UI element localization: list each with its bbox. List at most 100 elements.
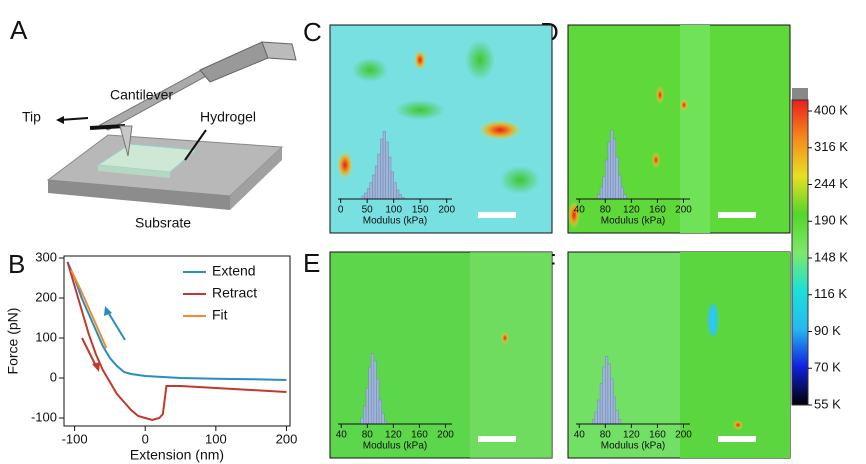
histogram-bar	[369, 182, 373, 200]
histogram-tick-label: 120	[623, 205, 640, 216]
histogram-bar	[372, 174, 376, 200]
hydrogel-label: Hydrogel	[200, 109, 256, 125]
map-blob	[395, 100, 445, 120]
series-line	[66, 261, 287, 381]
panel-letter: B	[8, 249, 25, 279]
x-tick-label: 200	[276, 431, 298, 446]
map-e	[329, 251, 553, 459]
histogram-bar	[607, 363, 611, 425]
map-blob	[652, 152, 660, 168]
colorbar-label: 70 K	[814, 360, 841, 375]
map-c	[329, 24, 553, 234]
histogram-axis-label: Modulus (kPa)	[363, 441, 427, 452]
map-band	[680, 25, 710, 233]
y-axis-label: Force (pN)	[5, 308, 21, 375]
histogram-tick-label: 40	[574, 430, 586, 441]
histogram-bar	[388, 156, 392, 200]
schematic	[46, 41, 297, 210]
x-tick-label: 0	[142, 431, 149, 446]
hydrogel-side	[98, 165, 170, 178]
histogram-bar	[368, 366, 372, 425]
map-blob	[337, 151, 353, 179]
map-f	[567, 251, 791, 459]
x-axis-label: Extension (nm)	[130, 447, 224, 463]
histogram-bar	[612, 138, 616, 200]
histogram-tick-label: 40	[574, 205, 586, 216]
histogram-bar	[599, 186, 603, 200]
colorbar	[791, 99, 809, 406]
panel-letter: E	[303, 248, 320, 278]
histogram-bar	[615, 156, 619, 200]
histogram-bar	[599, 383, 603, 425]
histogram-bar	[594, 411, 598, 425]
histogram-tick-label: 160	[649, 430, 666, 441]
map-blob	[568, 201, 580, 229]
tip-arrowhead	[56, 116, 64, 124]
cantilever-chip-end	[261, 41, 297, 61]
cantilever-chip	[199, 41, 269, 83]
x-tick-label: 100	[205, 431, 227, 446]
map-blob	[352, 58, 388, 82]
histogram-bar	[597, 194, 601, 200]
histogram-axis-label: Modulus (kPa)	[601, 216, 665, 227]
histogram-axis-label: Modulus (kPa)	[363, 216, 427, 227]
histogram-bar	[373, 360, 377, 425]
retract-arrowhead	[92, 362, 100, 372]
histogram-bar	[607, 141, 611, 200]
histogram-bar	[382, 131, 386, 200]
cantilever-edge	[89, 124, 126, 130]
histogram-bar	[376, 378, 380, 425]
scale-bar	[718, 436, 756, 442]
tip-arrow	[59, 117, 89, 121]
histogram-bar	[605, 159, 609, 200]
colorbar-label: 316 K	[814, 139, 848, 154]
histogram-tick-label: 200	[437, 430, 454, 441]
histogram-bar	[393, 182, 397, 200]
legend-label: Fit	[212, 307, 228, 323]
y-tick-label: 100	[35, 329, 57, 344]
histogram-tick-label: 160	[649, 205, 666, 216]
colorbar-cap	[792, 88, 808, 100]
histogram-bar	[370, 353, 375, 425]
histogram-tick-label: 200	[675, 205, 692, 216]
histogram-bar	[381, 413, 385, 425]
map-band	[470, 252, 552, 458]
histogram-bar	[377, 153, 381, 200]
histogram-bar	[390, 171, 394, 200]
histogram-bar	[366, 188, 371, 200]
map-d	[567, 24, 791, 234]
substrate-side	[48, 180, 230, 210]
cantilever-label: Cantilever	[110, 87, 173, 103]
tip-shape	[119, 125, 133, 157]
histogram-tick-label: 80	[362, 430, 374, 441]
histogram-tick-label: 200	[438, 205, 455, 216]
map-blob	[680, 99, 688, 111]
histogram-bar	[365, 387, 369, 425]
histogram-bar	[396, 189, 400, 200]
tip-label: Tip	[22, 109, 41, 125]
histogram-tick-label: 120	[385, 430, 402, 441]
histogram-bar	[385, 141, 389, 200]
map-blob	[414, 50, 426, 70]
histogram-tick-label: 80	[600, 430, 612, 441]
y-tick-label: 0	[50, 369, 57, 384]
histogram-tick-label: 100	[385, 205, 402, 216]
map-frame	[567, 24, 791, 234]
histogram-tick-label: 0	[338, 205, 344, 216]
histogram-bar	[618, 174, 622, 200]
map-blob	[656, 86, 664, 104]
series-line	[66, 261, 287, 422]
x-tick-label: -100	[62, 431, 88, 446]
map-blob	[500, 166, 540, 194]
histogram-bar	[592, 419, 596, 425]
scale-bar	[478, 212, 516, 218]
histogram-bar	[623, 194, 627, 200]
colorbar-label: 90 K	[814, 323, 841, 338]
histogram-bar	[602, 366, 606, 425]
histogram-axis-label: Modulus (kPa)	[601, 441, 665, 452]
colorbar-label: 244 K	[814, 176, 848, 191]
map-blob	[708, 304, 718, 336]
histogram-bar	[398, 194, 402, 200]
